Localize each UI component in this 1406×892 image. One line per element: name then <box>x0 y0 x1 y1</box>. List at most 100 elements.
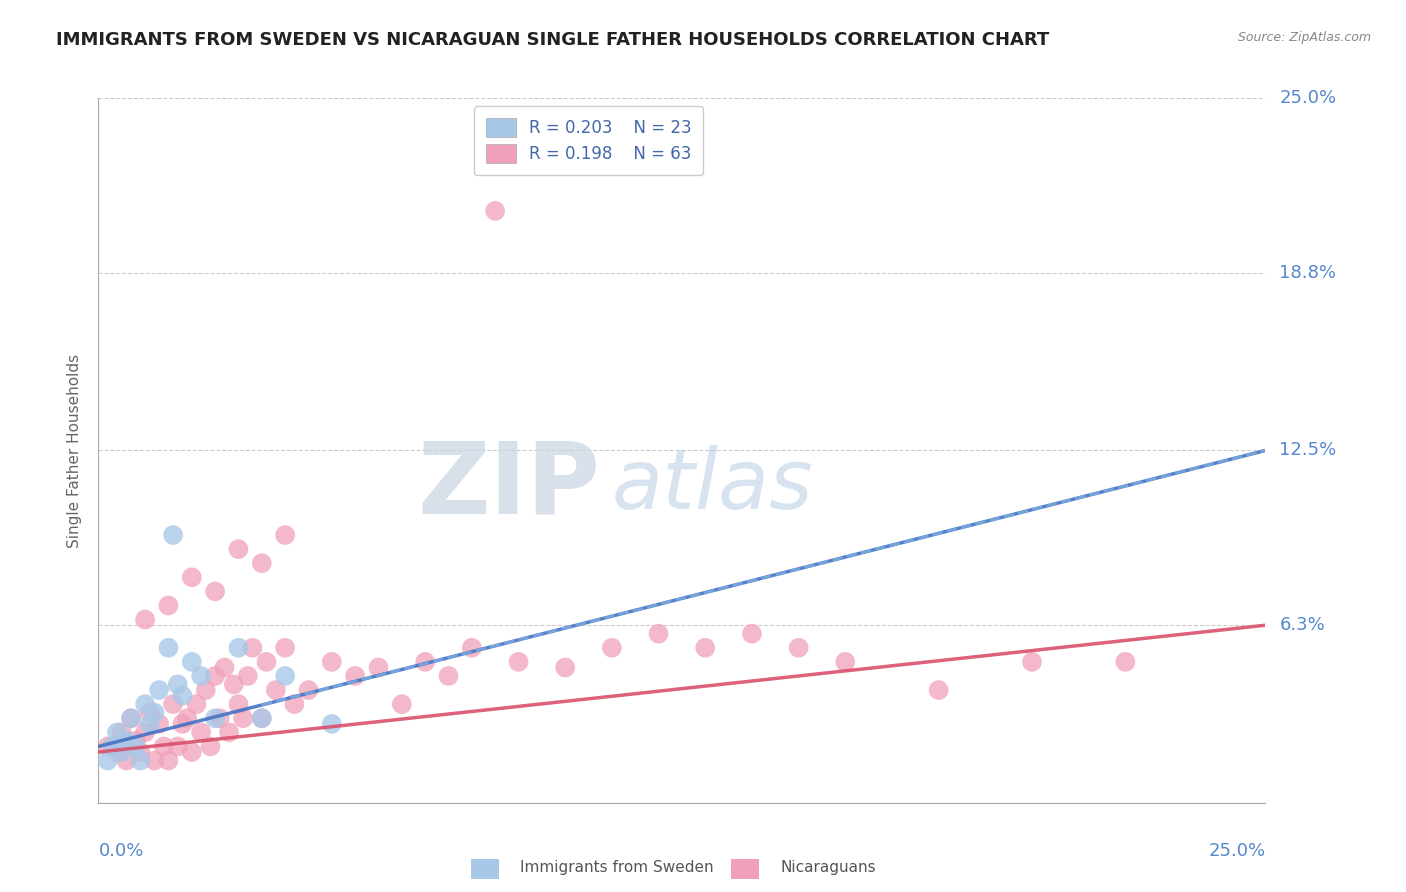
Point <box>134 725 156 739</box>
Point <box>143 754 166 768</box>
Point <box>180 655 202 669</box>
Point <box>297 683 319 698</box>
Point <box>157 640 180 655</box>
Point <box>134 697 156 711</box>
Point <box>391 697 413 711</box>
Point <box>321 717 343 731</box>
Point <box>274 528 297 542</box>
Point <box>115 754 138 768</box>
Point <box>344 669 367 683</box>
Text: Nicaraguans: Nicaraguans <box>780 860 876 874</box>
Point <box>834 655 856 669</box>
Point <box>204 669 226 683</box>
Point <box>228 542 250 557</box>
Point <box>105 745 128 759</box>
Point <box>186 697 208 711</box>
Text: ZIP: ZIP <box>418 437 600 534</box>
Legend: R = 0.203    N = 23, R = 0.198    N = 63: R = 0.203 N = 23, R = 0.198 N = 63 <box>474 106 703 175</box>
Point <box>166 739 188 754</box>
Y-axis label: Single Father Households: Single Father Households <box>67 353 83 548</box>
Point <box>228 697 250 711</box>
Point <box>461 640 484 655</box>
Point <box>218 725 240 739</box>
Point <box>120 711 142 725</box>
Point <box>508 655 530 669</box>
Point <box>101 739 124 754</box>
Point <box>928 683 950 698</box>
Point <box>111 745 134 759</box>
Point <box>232 711 254 725</box>
Point <box>222 677 245 691</box>
Point <box>152 739 174 754</box>
Point <box>250 556 273 570</box>
Point <box>162 528 184 542</box>
Point <box>274 669 297 683</box>
Point <box>204 711 226 725</box>
Point <box>129 745 152 759</box>
Point <box>250 711 273 725</box>
Point <box>208 711 231 725</box>
Point <box>111 725 134 739</box>
Text: IMMIGRANTS FROM SWEDEN VS NICARAGUAN SINGLE FATHER HOUSEHOLDS CORRELATION CHART: IMMIGRANTS FROM SWEDEN VS NICARAGUAN SIN… <box>56 31 1049 49</box>
Point <box>125 733 148 747</box>
Point <box>236 669 259 683</box>
Point <box>437 669 460 683</box>
Point <box>200 739 222 754</box>
Point <box>250 711 273 725</box>
Point <box>204 584 226 599</box>
Point <box>120 711 142 725</box>
Point <box>180 570 202 584</box>
Point <box>367 660 389 674</box>
Point <box>97 754 120 768</box>
Point <box>1021 655 1043 669</box>
Point <box>157 599 180 613</box>
Point <box>176 711 198 725</box>
Text: 0.0%: 0.0% <box>98 841 143 860</box>
Point <box>162 697 184 711</box>
Point <box>554 660 576 674</box>
Point <box>321 655 343 669</box>
Text: Immigrants from Sweden: Immigrants from Sweden <box>520 860 714 874</box>
Point <box>148 717 170 731</box>
Text: Source: ZipAtlas.com: Source: ZipAtlas.com <box>1237 31 1371 45</box>
Point <box>600 640 623 655</box>
Point <box>105 725 128 739</box>
Point <box>194 683 217 698</box>
Point <box>190 725 212 739</box>
Point <box>256 655 278 669</box>
Point <box>157 754 180 768</box>
Point <box>166 677 188 691</box>
Point <box>134 613 156 627</box>
Point <box>115 733 138 747</box>
Point <box>139 717 162 731</box>
Point <box>148 683 170 698</box>
Point <box>139 706 162 720</box>
Point <box>172 717 194 731</box>
Point <box>695 640 717 655</box>
Text: atlas: atlas <box>612 445 814 526</box>
Point <box>129 754 152 768</box>
Point <box>190 669 212 683</box>
Point <box>97 739 120 754</box>
Point <box>787 640 810 655</box>
Point <box>214 660 236 674</box>
Text: 25.0%: 25.0% <box>1279 89 1337 107</box>
Point <box>647 626 669 640</box>
Point <box>125 739 148 754</box>
Text: 12.5%: 12.5% <box>1279 442 1337 459</box>
Text: 6.3%: 6.3% <box>1279 616 1324 634</box>
Text: 18.8%: 18.8% <box>1279 264 1336 282</box>
Point <box>143 706 166 720</box>
Point <box>1114 655 1136 669</box>
Text: 25.0%: 25.0% <box>1208 841 1265 860</box>
Point <box>413 655 436 669</box>
Point <box>283 697 305 711</box>
Point <box>741 626 763 640</box>
Point <box>242 640 264 655</box>
Point <box>264 683 287 698</box>
Point <box>172 689 194 703</box>
Point <box>180 745 202 759</box>
Point <box>274 640 297 655</box>
Point <box>228 640 250 655</box>
Point <box>484 203 506 218</box>
